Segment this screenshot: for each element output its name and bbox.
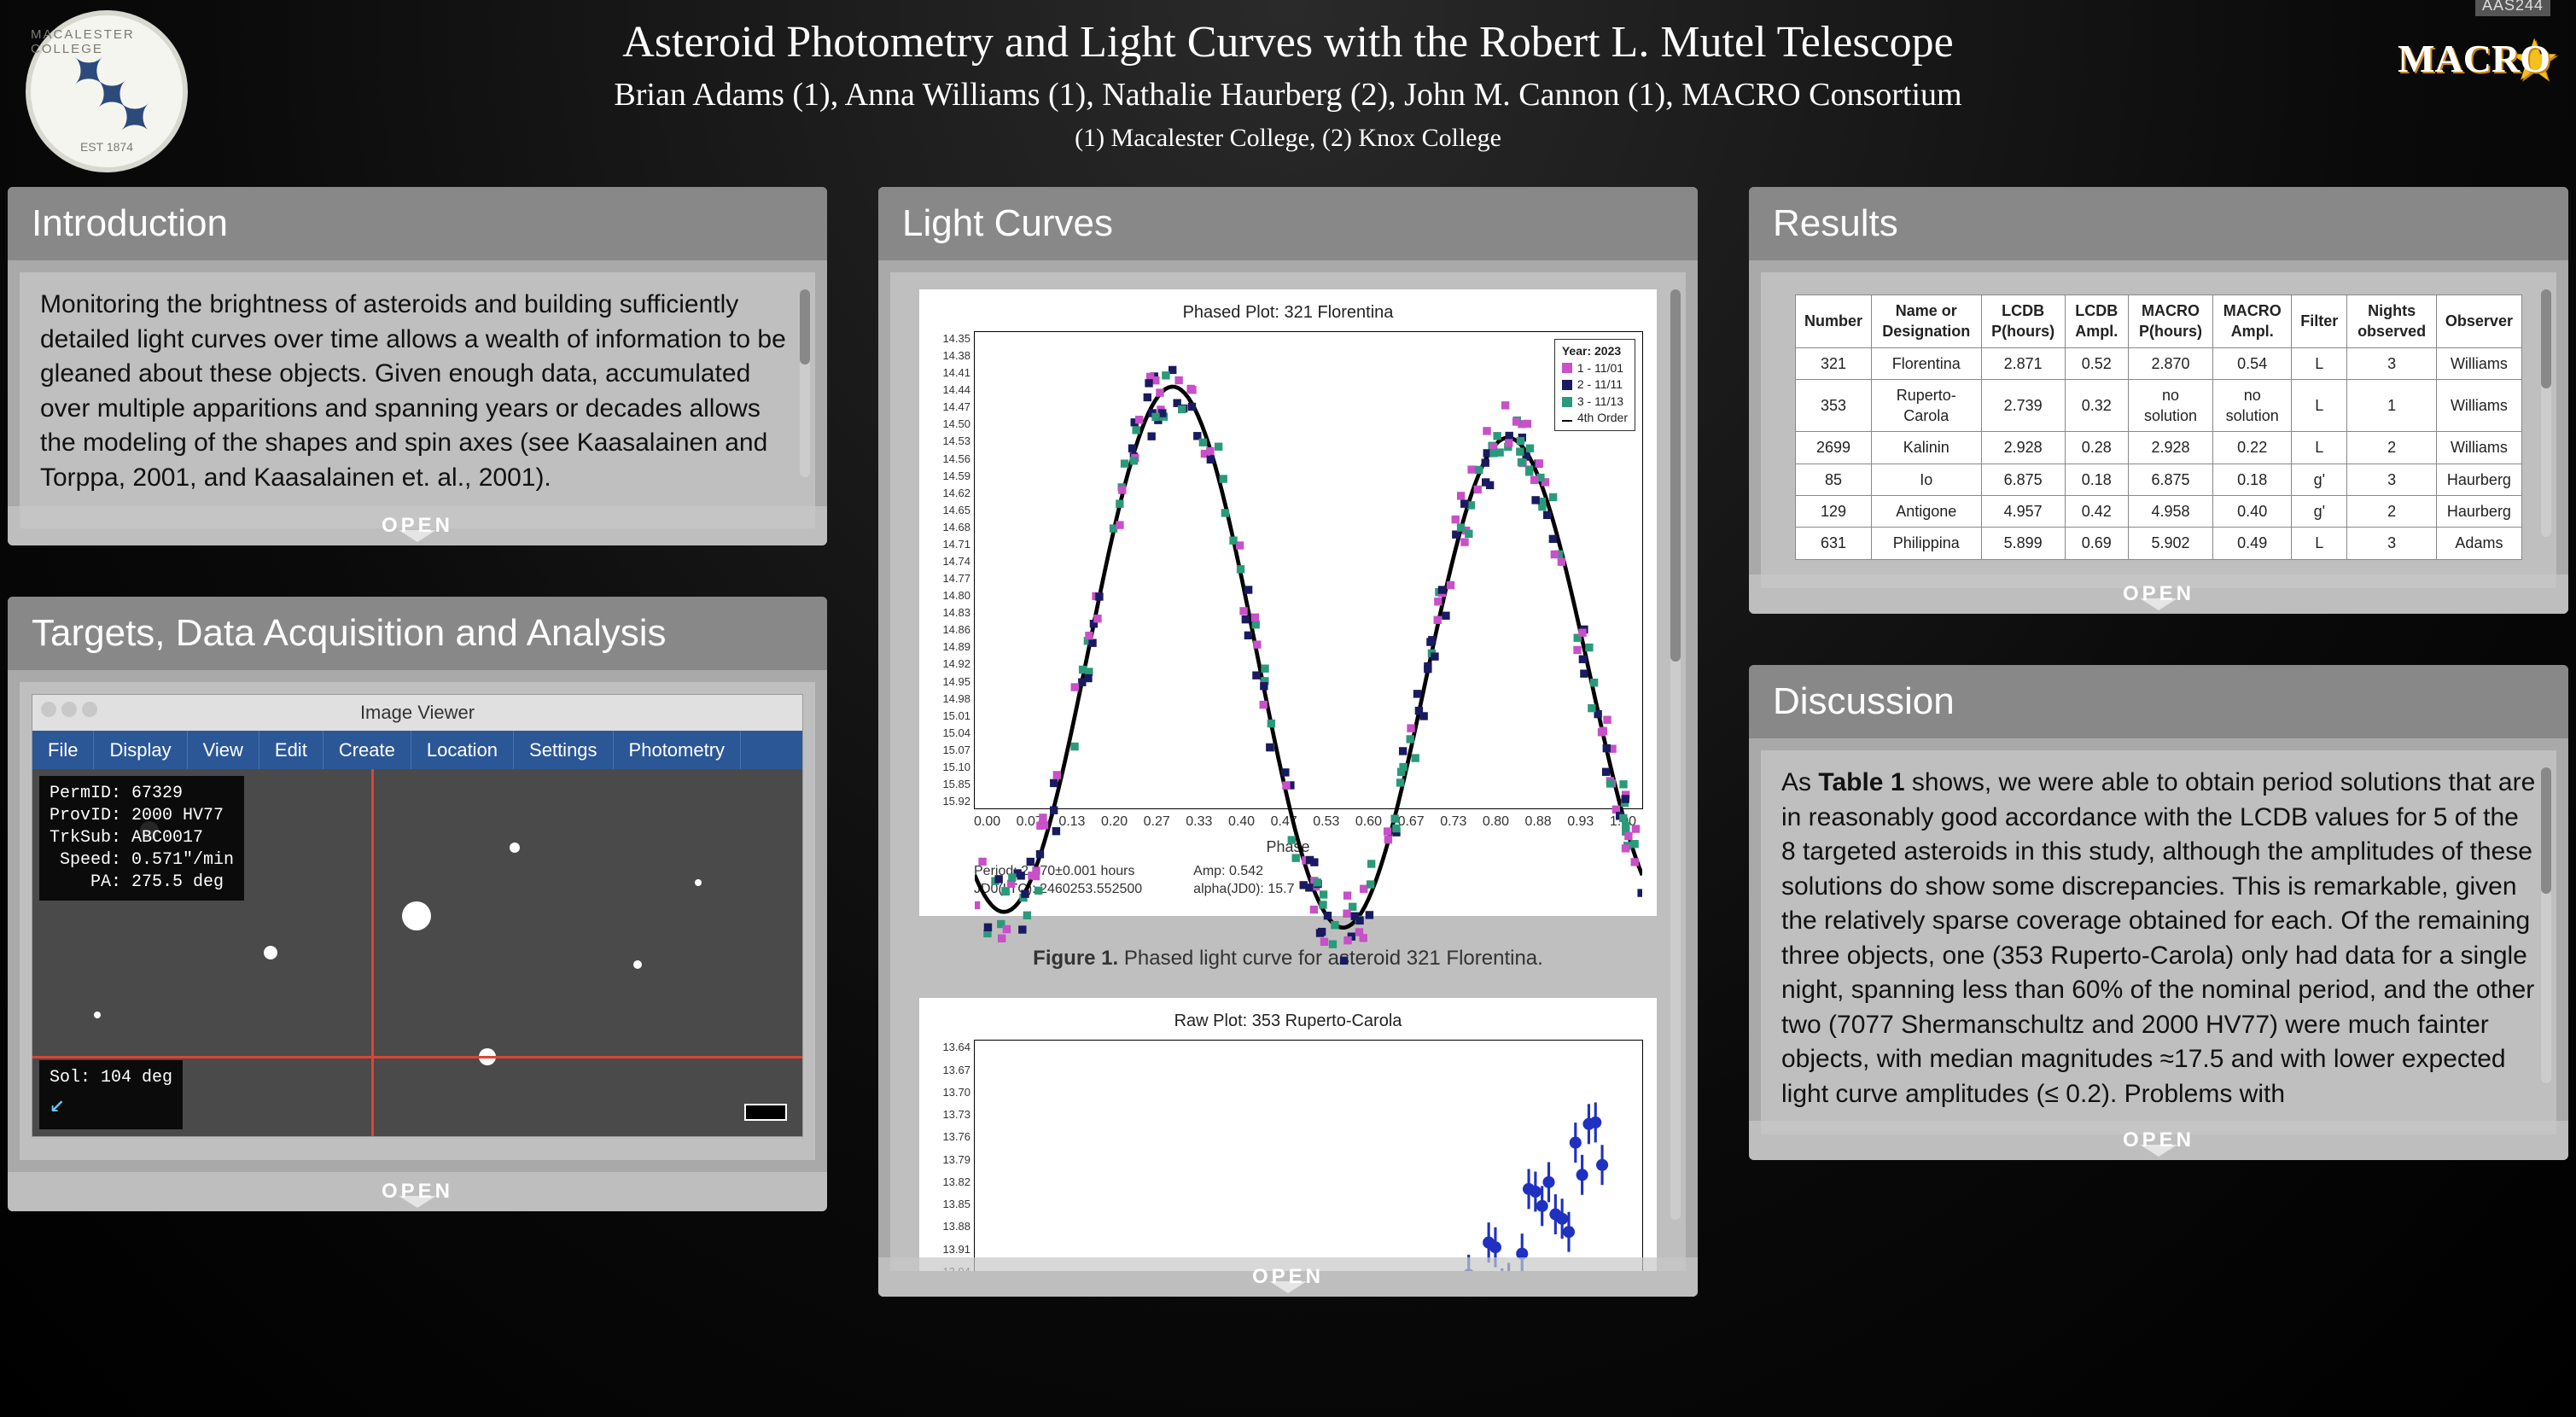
menu-item[interactable]: Edit — [259, 731, 323, 770]
table-header: Nights observed — [2347, 295, 2437, 348]
overlay-info: PermID: 67329 ProvID: 2000 HV77 TrkSub: … — [39, 776, 244, 901]
table-header: Number — [1796, 295, 1872, 348]
menu-item[interactable]: Settings — [514, 731, 614, 770]
viewer-menubar[interactable]: FileDisplayViewEditCreateLocationSetting… — [32, 731, 802, 770]
open-button[interactable]: OPEN — [8, 506, 827, 545]
chart-legend: Year: 20231 - 11/012 - 11/113 - 11/134th… — [1554, 339, 1635, 431]
open-button[interactable]: OPEN — [8, 1172, 827, 1211]
crosshair-v — [371, 769, 374, 1136]
panel-discussion: Discussion As Table 1 shows, we were abl… — [1749, 665, 2568, 1160]
table-header: MACRO Ampl. — [2213, 295, 2292, 348]
figure-1: Phased Plot: 321 Florentina 14.3514.3814… — [919, 289, 1657, 916]
table-header: Filter — [2292, 295, 2347, 348]
menu-item[interactable]: Create — [323, 731, 411, 770]
open-button[interactable]: OPEN — [878, 1257, 1698, 1297]
table-header: LCDB P(hours) — [1981, 295, 2065, 348]
scale-bar — [744, 1104, 787, 1121]
figure-2: Raw Plot: 353 Ruperto-Carola 13.6413.671… — [919, 998, 1657, 1271]
scrollbar[interactable] — [800, 289, 810, 477]
panel-results: Results NumberName or DesignationLCDB P(… — [1749, 187, 2568, 614]
panel-heading: Results — [1749, 187, 2568, 260]
panel-targets: Targets, Data Acquisition and Analysis I… — [8, 597, 827, 1211]
panel-heading: Introduction — [8, 187, 827, 260]
menu-item[interactable]: Display — [94, 731, 187, 770]
authors: Brian Adams (1), Anna Williams (1), Nath… — [0, 76, 2576, 114]
intro-text: Monitoring the brightness of asteroids a… — [40, 290, 786, 492]
raw-curve-svg — [975, 1041, 1642, 1271]
light-curve-svg — [975, 332, 1642, 1000]
table-row: 2699Kalinin2.9280.282.9280.22L2Williams — [1796, 432, 2522, 464]
scrollbar[interactable] — [1670, 289, 1681, 1220]
table-row: 353Ruperto-Carola2.7390.32no solutionno … — [1796, 379, 2522, 432]
discussion-text: As Table 1 shows, we were able to obtain… — [1781, 768, 2535, 1108]
table-row: 129Antigone4.9570.424.9580.40g'2Haurberg — [1796, 496, 2522, 528]
viewer-titlebar: Image Viewer — [32, 695, 802, 731]
panel-light-curves: Light Curves Phased Plot: 321 Florentina… — [878, 187, 1698, 1297]
viewer-image: PermID: 67329 ProvID: 2000 HV77 TrkSub: … — [32, 769, 802, 1136]
table-header: LCDB Ampl. — [2065, 295, 2128, 348]
menu-item[interactable]: Photometry — [614, 731, 742, 770]
panel-heading: Targets, Data Acquisition and Analysis — [8, 597, 827, 670]
open-button[interactable]: OPEN — [1749, 574, 2568, 614]
panel-introduction: Introduction Monitoring the brightness o… — [8, 187, 827, 545]
menu-item[interactable]: File — [32, 731, 94, 770]
table-row: 321Florentina2.8710.522.8700.54L3William… — [1796, 347, 2522, 379]
crosshair-h — [32, 1056, 802, 1058]
menu-item[interactable]: Location — [411, 731, 514, 770]
image-viewer: Image Viewer FileDisplayViewEditCreateLo… — [32, 694, 803, 1137]
open-button[interactable]: OPEN — [1749, 1121, 2568, 1160]
chart-title: Phased Plot: 321 Florentina — [933, 298, 1643, 331]
chart-title: Raw Plot: 353 Ruperto-Carola — [933, 1006, 1643, 1040]
poster-title: Asteroid Photometry and Light Curves wit… — [0, 17, 2576, 67]
affiliations: (1) Macalester College, (2) Knox College — [0, 124, 2576, 153]
scrollbar[interactable] — [2541, 289, 2551, 537]
scrollbar[interactable] — [2541, 767, 2551, 1083]
overlay-sol: Sol: 104 deg ↙ — [39, 1060, 183, 1129]
table-row: 631Philippina5.8990.695.9020.49L3Adams — [1796, 528, 2522, 559]
results-table: NumberName or DesignationLCDB P(hours)LC… — [1795, 294, 2522, 560]
window-controls[interactable] — [41, 702, 97, 717]
table-header: Observer — [2436, 295, 2521, 348]
table-row: 85Io6.8750.186.8750.18g'3Haurberg — [1796, 464, 2522, 495]
menu-item[interactable]: View — [188, 731, 259, 770]
table-header: Name or Designation — [1872, 295, 1982, 348]
panel-heading: Discussion — [1749, 665, 2568, 738]
table-header: MACRO P(hours) — [2128, 295, 2212, 348]
panel-heading: Light Curves — [878, 187, 1698, 260]
